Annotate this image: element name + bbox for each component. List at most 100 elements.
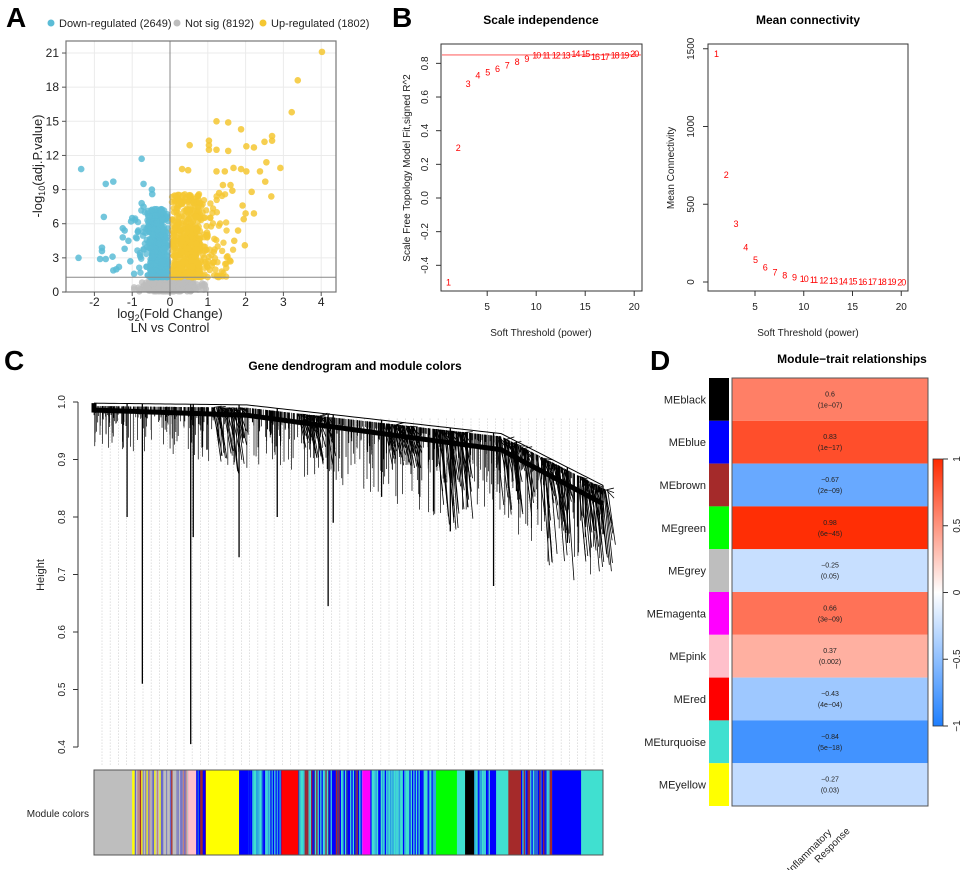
colorbar-tick-label: 0: [952, 589, 963, 595]
dendrogram-branch: [393, 424, 402, 458]
legend-marker-notsig: [173, 19, 181, 27]
module-color-stripe: [406, 770, 409, 855]
point-up: [256, 168, 264, 175]
module-color-stripe: [350, 770, 352, 855]
point-up: [178, 265, 186, 273]
module-color-stripe: [299, 770, 301, 855]
heatmap-column-label: InflammatoryResponse: [785, 817, 852, 870]
module-color-stripe: [435, 770, 437, 855]
point-down: [109, 253, 116, 261]
dendrogram-branch: [236, 407, 245, 464]
dendrogram-branch: [327, 416, 337, 457]
module-color-stripe: [478, 770, 480, 855]
dendrogram-branch: [384, 423, 393, 465]
dendrogram-branch: [510, 441, 520, 504]
mean-connectivity-title: Mean connectivity: [756, 13, 860, 27]
heatmap-title: Module−trait relationships: [777, 352, 927, 366]
power-label-point: 5: [485, 67, 490, 77]
point-down: [132, 234, 140, 241]
dendrogram-branch: [297, 413, 307, 448]
module-color-stripe: [149, 770, 151, 855]
module-color-stripe: [266, 770, 268, 855]
module-color-swatch: [709, 677, 729, 721]
module-color-stripe: [536, 770, 538, 855]
dendrogram-branch: [595, 484, 605, 562]
power-label-point: 15: [848, 277, 857, 287]
dendrogram-branch: [544, 458, 553, 461]
point-up: [213, 168, 220, 175]
dendrogram-branch: [312, 415, 321, 451]
module-color-stripe: [165, 770, 168, 855]
module-color-stripe: [549, 770, 551, 855]
module-color-segment: [496, 770, 509, 855]
module-color-swatch: [709, 763, 729, 806]
dendrogram-branch: [323, 416, 332, 436]
module-color-stripe: [408, 770, 410, 855]
dendrogram-branch: [506, 436, 515, 440]
dendrogram-y-label: Height: [35, 559, 47, 591]
point-up: [190, 195, 198, 203]
dendrogram-branch: [319, 412, 328, 417]
point-down: [158, 258, 166, 266]
module-color-swatch: [709, 634, 729, 678]
legend-label-up: Up-regulated (1802): [271, 18, 369, 30]
module-color-stripe: [197, 770, 199, 855]
point-up: [211, 246, 218, 253]
point-up: [242, 210, 249, 217]
module-color-stripe: [531, 770, 533, 855]
module-color-stripe: [334, 770, 336, 855]
point-down: [163, 214, 171, 222]
correlation-value: −0.84: [821, 734, 839, 741]
y-tick-label: 500: [686, 195, 697, 212]
module-color-stripe: [535, 770, 537, 855]
p-value: (0.002): [819, 659, 841, 666]
module-color-stripe: [176, 770, 178, 855]
panel-label-d: D: [650, 345, 670, 376]
dendrogram-branch: [495, 435, 505, 506]
p-value: (2e−09): [818, 488, 842, 495]
power-label-point: 2: [724, 170, 729, 180]
x-tick-label: 20: [896, 302, 908, 313]
module-color-stripe: [182, 770, 185, 855]
heatmap-cell: [732, 592, 928, 635]
point-down: [127, 257, 134, 265]
x-tick-label: 20: [629, 302, 641, 313]
module-color-stripe: [372, 770, 375, 855]
point-down: [160, 228, 167, 235]
point-up: [169, 237, 177, 244]
point-down: [160, 223, 167, 230]
dendrogram-branch: [463, 432, 472, 492]
point-up: [220, 239, 227, 246]
dendrogram-branch: [229, 407, 238, 472]
module-color-stripe: [389, 770, 392, 855]
power-label-point: 12: [819, 276, 828, 286]
point-up: [211, 235, 218, 243]
module-color-stripe: [186, 770, 189, 855]
point-down: [159, 215, 166, 222]
x-tick-label: 15: [580, 302, 592, 313]
panel-label-b: B: [392, 2, 412, 33]
colorbar-tick-label: −1: [952, 720, 963, 732]
module-color-stripe: [202, 770, 205, 855]
point-up: [189, 219, 197, 226]
module-color-stripe: [160, 770, 163, 855]
power-label-point: 14: [839, 276, 848, 286]
correlation-value: −0.67: [821, 477, 839, 484]
point-up: [224, 119, 232, 126]
power-label-point: 1: [446, 278, 451, 288]
point-down: [75, 254, 82, 262]
point-up: [212, 266, 219, 273]
module-color-stripe: [356, 770, 358, 855]
power-label-point: 10: [800, 274, 809, 284]
point-not-sig: [144, 285, 152, 292]
dendrogram-branch: [441, 429, 450, 445]
point-up: [227, 181, 234, 189]
module-color-stripe: [173, 770, 176, 855]
dendrogram-branch: [313, 415, 322, 428]
point-up: [211, 254, 219, 262]
point-up: [218, 268, 226, 275]
module-color-stripe: [328, 770, 330, 855]
point-up: [227, 257, 234, 265]
point-up: [178, 165, 186, 173]
heatmap-cell: [732, 506, 928, 550]
